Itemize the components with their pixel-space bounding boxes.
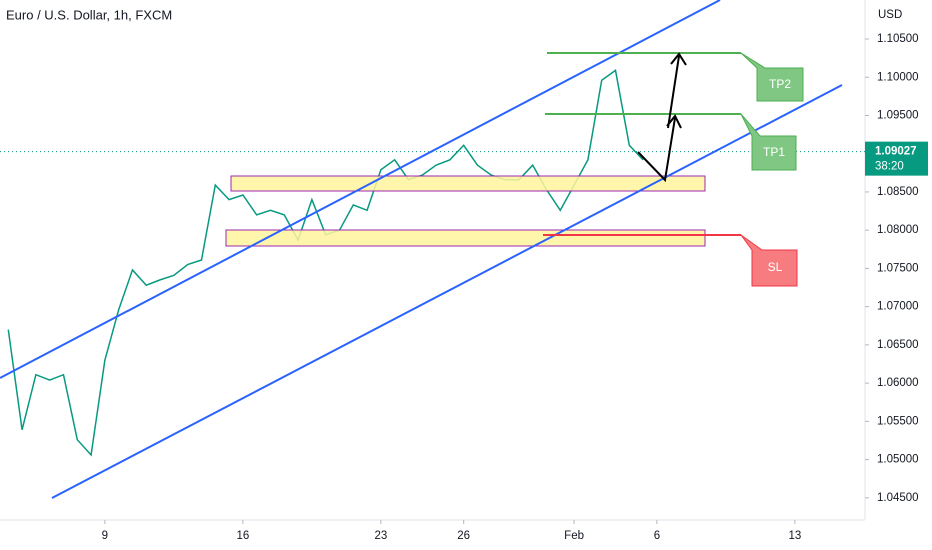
tp2-label: TP2 xyxy=(769,77,791,91)
x-tick-label: 16 xyxy=(236,530,249,542)
chart-title: Euro / U.S. Dollar, 1h, FXCM xyxy=(6,7,172,22)
y-tick-label: 1.05000 xyxy=(877,454,919,466)
last-price-tag xyxy=(865,141,928,176)
x-tick-label: 9 xyxy=(102,530,108,542)
x-tick-label: Feb xyxy=(564,530,584,542)
channel-line xyxy=(0,0,721,379)
y-tick-label: 1.07500 xyxy=(877,262,919,274)
sl-label: SL xyxy=(768,260,783,274)
x-tick-label: 13 xyxy=(788,530,801,542)
y-tick-label: 1.06500 xyxy=(877,339,919,351)
countdown: 38:20 xyxy=(875,161,904,173)
y-tick-label: 1.04500 xyxy=(877,492,919,504)
y-tick-label: 1.10000 xyxy=(877,71,919,83)
last-price-label: 1.09027 xyxy=(875,146,917,158)
x-tick-label: 26 xyxy=(457,530,470,542)
y-tick-label: 1.10500 xyxy=(877,33,919,45)
x-tick-label: 6 xyxy=(654,530,660,542)
x-tick-label: 23 xyxy=(374,530,387,542)
y-tick-label: 1.08500 xyxy=(877,186,919,198)
callout xyxy=(740,113,797,171)
y-tick-label: 1.05500 xyxy=(877,415,919,427)
arrows xyxy=(637,52,687,183)
callout xyxy=(740,234,798,287)
y-tick-label: 1.07000 xyxy=(877,301,919,313)
y-tick-label: 1.09500 xyxy=(877,110,919,122)
zone xyxy=(230,175,706,192)
tp1-label: TP1 xyxy=(763,145,785,159)
y-tick-label: 1.06000 xyxy=(877,377,919,389)
zone xyxy=(225,229,706,247)
arrow xyxy=(667,55,680,129)
callout xyxy=(740,52,804,102)
y-tick-label: 1.08000 xyxy=(877,224,919,236)
currency: USD xyxy=(878,9,902,21)
arrowhead xyxy=(670,52,687,66)
arrow xyxy=(637,117,676,183)
channel-line xyxy=(51,84,843,499)
